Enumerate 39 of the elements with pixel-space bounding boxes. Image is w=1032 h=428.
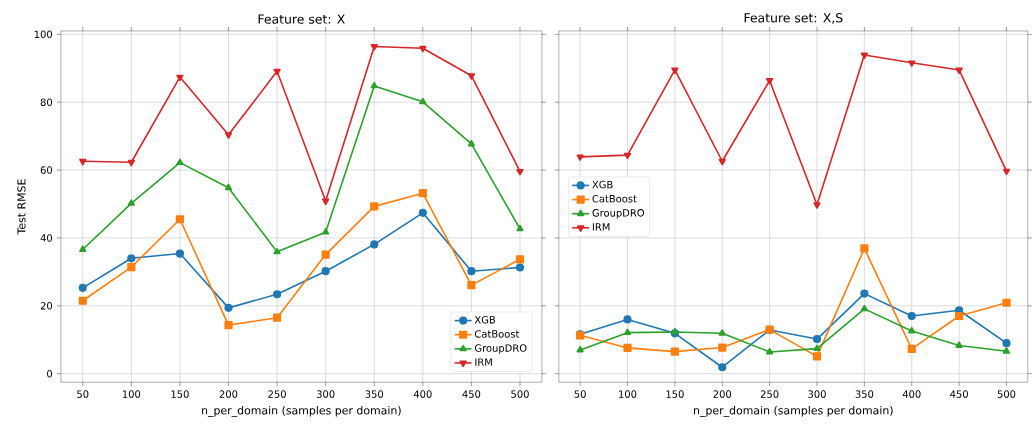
x-axis-title: n_per_domain (samples per domain) bbox=[202, 405, 401, 417]
legend-label: IRM bbox=[475, 358, 492, 366]
x-tick-label: 250 bbox=[268, 390, 286, 398]
y-tick-label: 0 bbox=[47, 369, 53, 378]
x-tick-label: 300 bbox=[316, 390, 335, 398]
legend-label: XGB bbox=[474, 315, 496, 324]
y-tick-label: 20 bbox=[40, 302, 53, 310]
x-tick-label: 350 bbox=[365, 390, 384, 398]
x-tick-label: 500 bbox=[511, 390, 529, 398]
x-tick-label: 300 bbox=[808, 390, 826, 398]
x-tick-label: 100 bbox=[122, 390, 141, 398]
x-axis-title: n_per_domain (samples per domain) bbox=[694, 405, 893, 417]
x-tick-label: 450 bbox=[950, 390, 968, 398]
chart-title: Feature set: X bbox=[258, 14, 345, 24]
legend-label: CatBoost bbox=[474, 330, 520, 338]
chart-title: Feature set: X,S bbox=[744, 13, 843, 24]
legend-label: GroupDRO bbox=[592, 209, 645, 219]
x-tick-label: 50 bbox=[574, 390, 586, 398]
legend-label: IRM bbox=[592, 223, 610, 231]
y-axis-title: Test RMSE bbox=[17, 179, 26, 235]
x-tick-label: 450 bbox=[462, 390, 481, 398]
x-tick-label: 350 bbox=[855, 390, 874, 398]
x-tick-label: 50 bbox=[77, 390, 89, 398]
x-tick-label: 200 bbox=[713, 390, 732, 398]
x-tick-label: 250 bbox=[760, 390, 779, 398]
y-tick-label: 80 bbox=[40, 98, 53, 106]
x-tick-label: 150 bbox=[666, 390, 684, 398]
legend-label: XGB bbox=[592, 180, 613, 189]
x-tick-label: 500 bbox=[997, 390, 1016, 398]
y-tick-label: 40 bbox=[40, 234, 53, 242]
y-tick-label: 60 bbox=[40, 166, 53, 174]
legend-label: CatBoost bbox=[592, 194, 637, 203]
legend-label: GroupDRO bbox=[474, 344, 527, 354]
x-tick-label: 100 bbox=[619, 390, 637, 398]
x-tick-label: 150 bbox=[171, 390, 189, 398]
x-tick-label: 400 bbox=[413, 390, 432, 398]
x-tick-label: 400 bbox=[902, 390, 921, 398]
x-tick-label: 200 bbox=[219, 390, 238, 398]
y-tick-label: 100 bbox=[34, 30, 53, 39]
